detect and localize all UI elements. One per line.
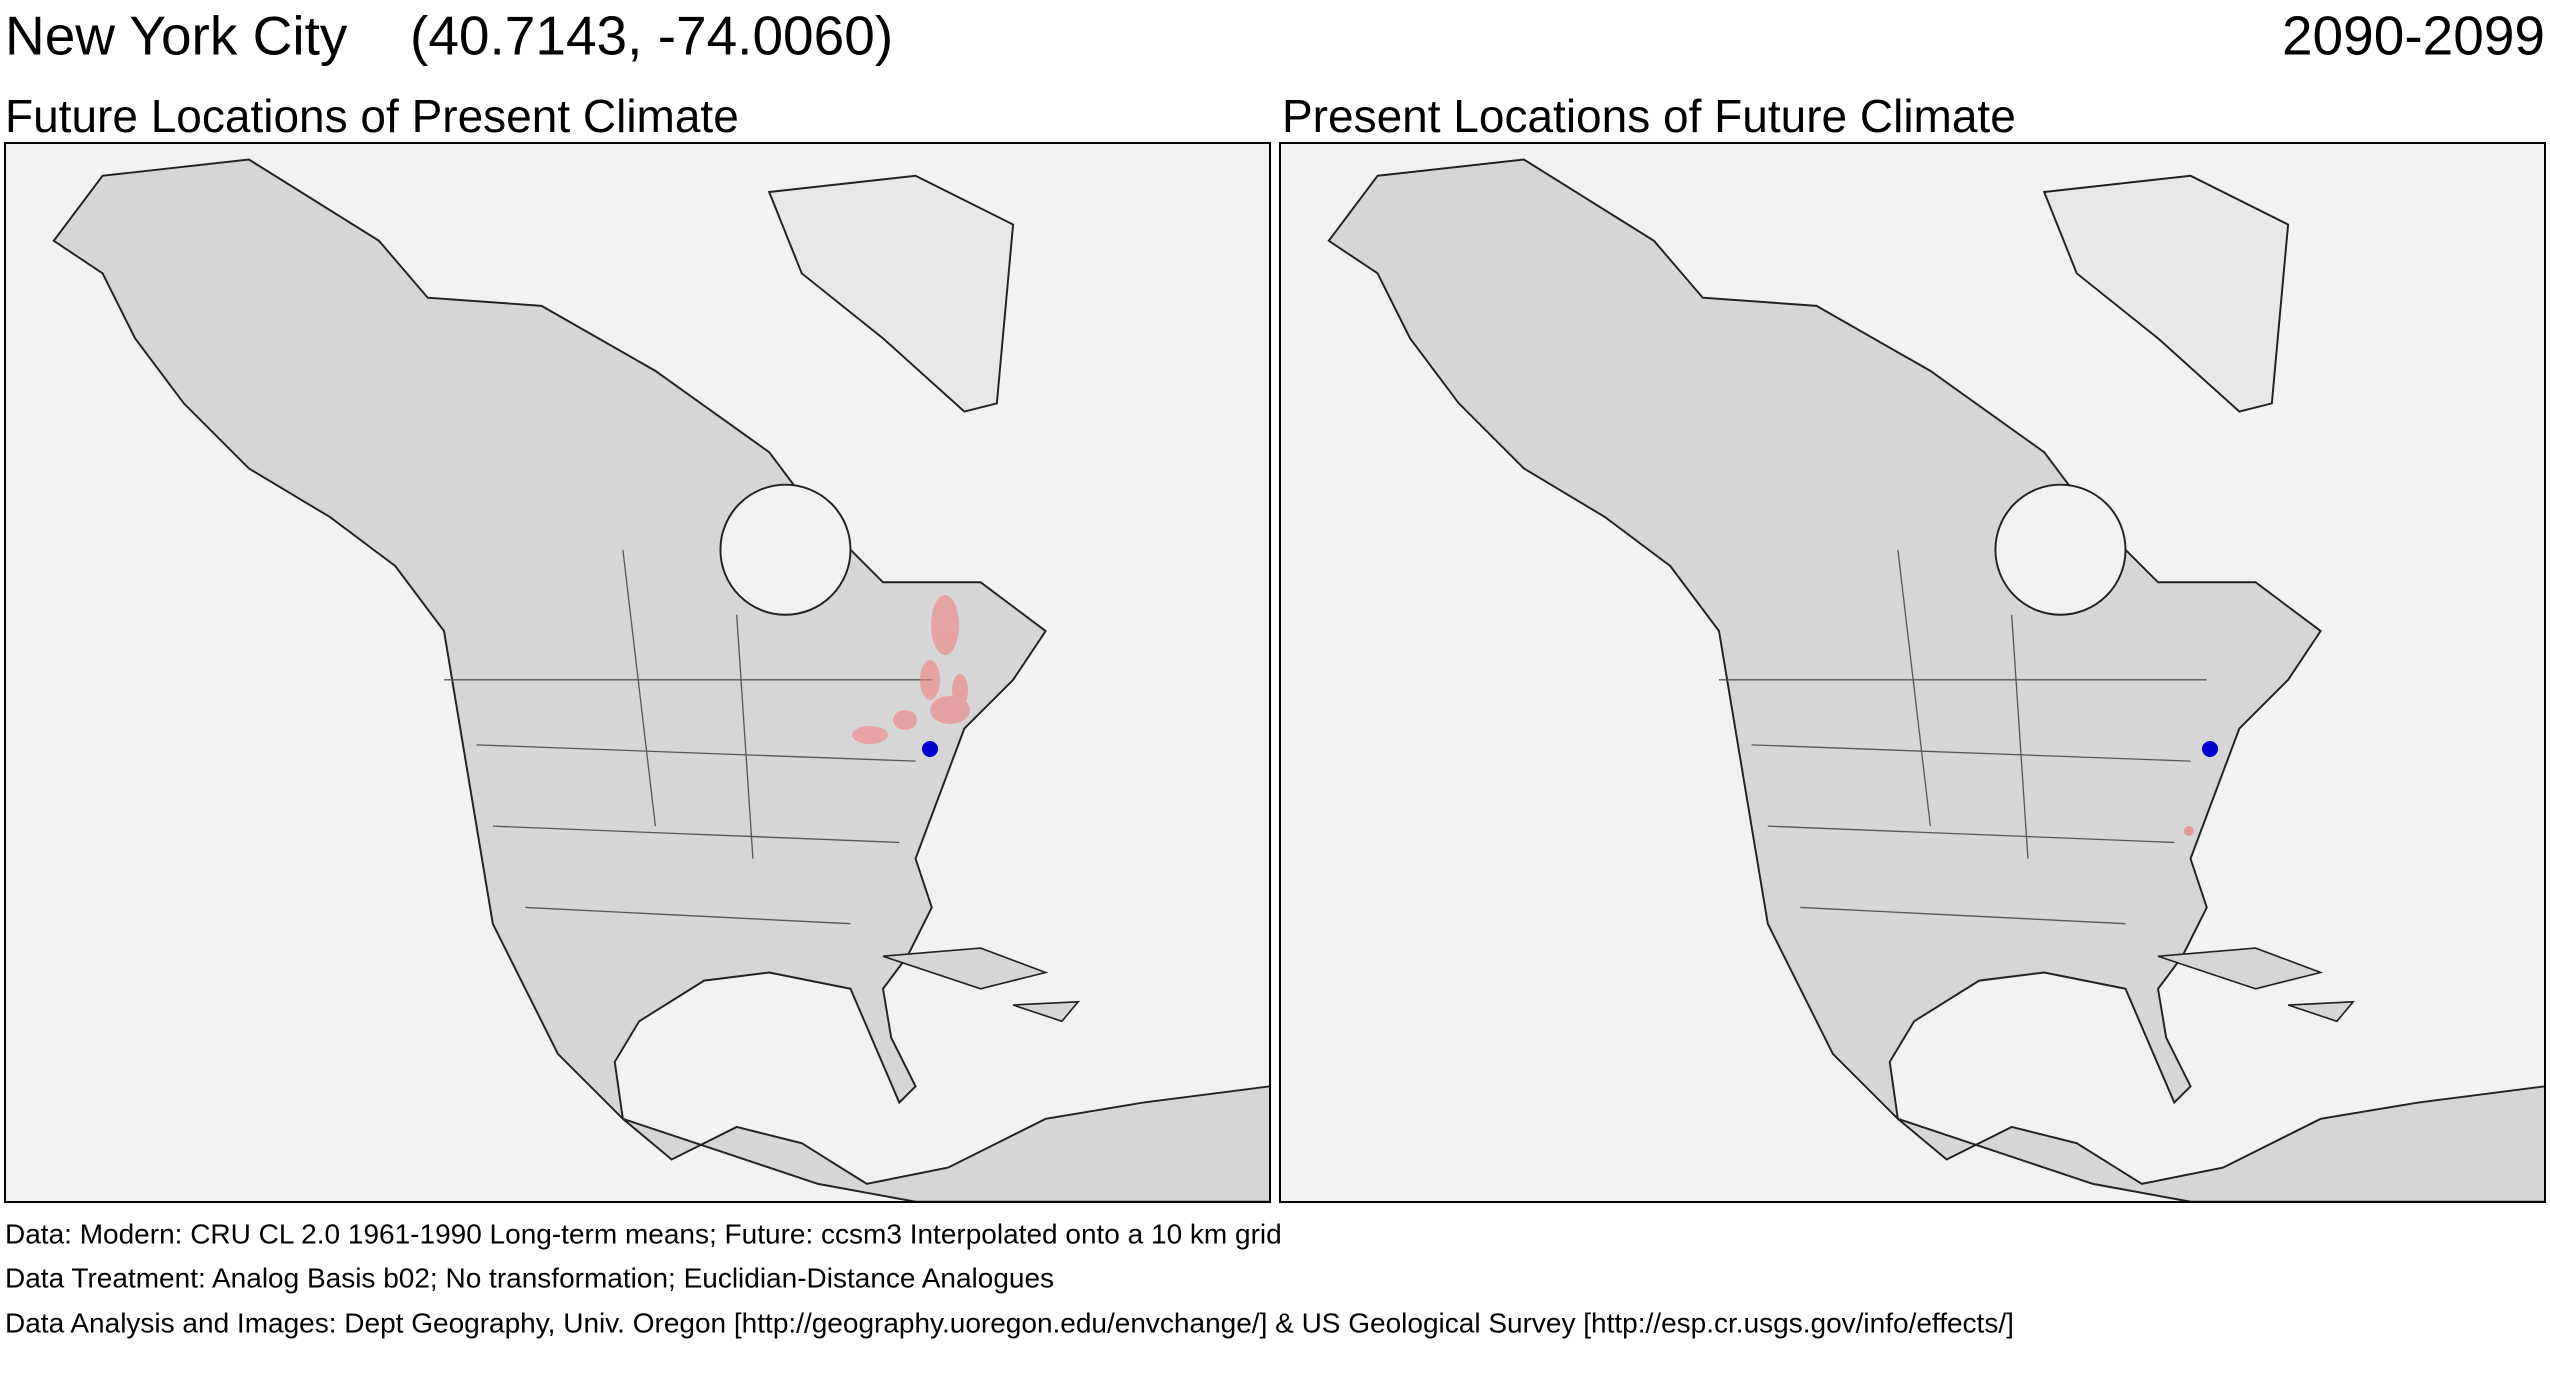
map-panel [1279, 142, 2546, 1203]
panel-title: Future Locations of Present Climate [5, 90, 739, 142]
footer-line: Data Treatment: Analog Basis b02; No tra… [5, 1262, 1054, 1293]
panel-title: Present Locations of Future Climate [1282, 90, 2016, 142]
footer-line: Data Analysis and Images: Dept Geography… [5, 1307, 2014, 1338]
period: 2090-2099 [2282, 5, 2545, 67]
map-panel [4, 142, 1271, 1203]
location-name: New York City [5, 5, 348, 67]
coordinates: (40.7143, -74.0060) [410, 5, 893, 67]
footer-line: Data: Modern: CRU CL 2.0 1961-1990 Long-… [5, 1218, 1282, 1249]
